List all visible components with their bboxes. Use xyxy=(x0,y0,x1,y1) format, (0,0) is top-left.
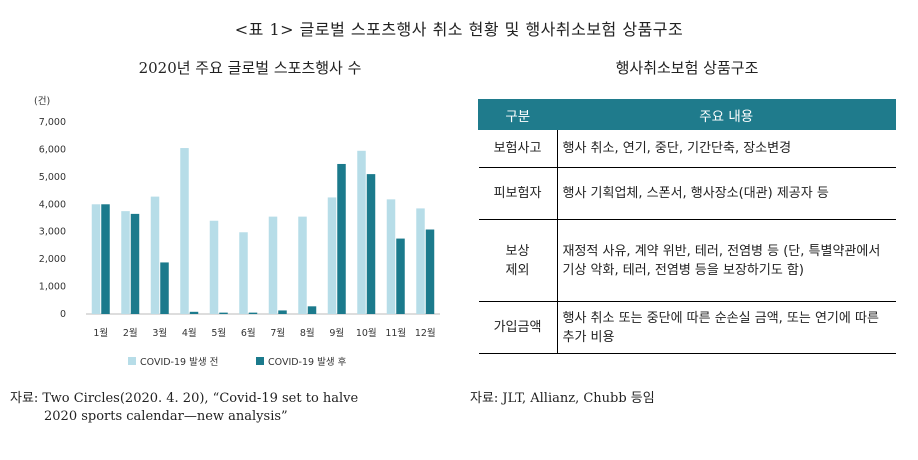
legend-label: COVID-19 발생 후 xyxy=(268,357,347,368)
row-label: 피보험자 xyxy=(478,167,558,220)
chart-source: 자료: Two Circles(2020. 4. 20), “Covid-19 … xyxy=(10,390,470,426)
x-tick-label: 4월 xyxy=(182,327,197,339)
y-tick-label: 5,000 xyxy=(39,172,66,183)
bar-after xyxy=(366,174,376,314)
chart-source-line1: 자료: Two Circles(2020. 4. 20), “Covid-19 … xyxy=(10,391,359,406)
table-row: 가입금액 행사 취소 또는 중단에 따른 순손실 금액, 또는 연기에 따른 추… xyxy=(478,301,896,354)
bar-after xyxy=(130,213,140,314)
product-structure-table: 구분 주요 내용 보험사고 행사 취소, 연기, 중단, 기간단축, 장소변경 … xyxy=(478,99,896,354)
bar-after xyxy=(160,262,169,314)
chart-source-line2: 2020 sports calendar—new analysis” xyxy=(44,409,288,424)
bar-after xyxy=(189,311,199,314)
y-tick-label: 0 xyxy=(60,309,66,320)
x-tick-label: 12월 xyxy=(415,327,436,339)
bar-chart: (건) 0 1,000 2,000 3,000 4,000 5,000 6,000 7,000 1… xyxy=(34,96,440,368)
bar-before xyxy=(386,199,396,314)
bar-after xyxy=(307,306,317,314)
x-tick-label: 11월 xyxy=(385,327,406,339)
bar-before xyxy=(357,150,366,314)
bar-before xyxy=(91,204,101,314)
bar-after xyxy=(337,163,346,314)
page-title: <표 1> 글로벌 스포츠행사 취소 현황 및 행사취소보험 상품구조 xyxy=(234,20,684,39)
y-tick-label: 2,000 xyxy=(39,254,66,265)
x-tick-label: 6월 xyxy=(241,327,256,339)
chart-title: 2020년 주요 글로벌 스포츠행사 수 xyxy=(138,59,362,77)
x-tick-label: 2월 xyxy=(123,327,138,339)
x-tick-label: 5월 xyxy=(211,327,226,339)
legend-swatch xyxy=(128,357,136,365)
y-tick-label: 4,000 xyxy=(39,199,66,210)
table-row: 보험사고 행사 취소, 연기, 중단, 기간단축, 장소변경 xyxy=(478,129,896,168)
bar-before xyxy=(416,208,425,314)
header-category: 구분 xyxy=(478,99,558,130)
y-tick-label: 6,000 xyxy=(39,144,66,155)
bar-before xyxy=(209,220,219,314)
bar-after xyxy=(396,238,405,314)
legend-label: COVID-19 발생 전 xyxy=(140,357,218,368)
bar-before xyxy=(150,196,160,314)
y-tick-label: 1,000 xyxy=(39,282,66,293)
x-tick-label: 9월 xyxy=(329,327,344,339)
legend-swatch xyxy=(256,357,264,365)
bar-before xyxy=(298,216,307,314)
row-content: 행사 취소 또는 중단에 따른 순손실 금액, 또는 연기에 따른 추가 비용 xyxy=(557,301,896,354)
y-tick-label: 7,000 xyxy=(39,117,66,128)
row-label: 보상 제외 xyxy=(478,219,558,302)
bar-after xyxy=(248,312,258,314)
y-tick-label: 3,000 xyxy=(39,227,66,238)
x-tick-label: 7월 xyxy=(270,327,285,339)
x-tick-label: 8월 xyxy=(300,327,315,339)
bar-after xyxy=(425,229,435,314)
table-row: 피보험자 행사 기획업체, 스폰서, 행사장소(대관) 제공자 등 xyxy=(478,167,896,220)
bar-before xyxy=(327,197,337,314)
bar-before xyxy=(121,211,130,314)
table-source: 자료: JLT, Allianz, Chubb 등임 xyxy=(470,391,655,406)
table-header-row: 구분 주요 내용 xyxy=(478,99,896,130)
row-content: 행사 기획업체, 스폰서, 행사장소(대관) 제공자 등 xyxy=(557,167,896,220)
row-content: 재정적 사유, 계약 위반, 테러, 전염병 등 (단, 특별약관에서 기상 악… xyxy=(557,219,896,302)
bar-before xyxy=(239,232,248,314)
x-tick-label: 3월 xyxy=(152,327,167,339)
header-content: 주요 내용 xyxy=(556,99,896,130)
row-label: 보험사고 xyxy=(478,129,558,168)
y-unit-label: (건) xyxy=(34,96,50,107)
table-row: 보상 제외 재정적 사유, 계약 위반, 테러, 전염병 등 (단, 특별약관에… xyxy=(478,219,896,302)
table-title: 행사취소보험 상품구조 xyxy=(615,59,759,77)
x-tick-label: 1월 xyxy=(93,327,108,339)
bar-before xyxy=(268,216,278,314)
bar-after xyxy=(278,310,287,314)
bar-after xyxy=(219,312,228,314)
bar-after xyxy=(101,204,110,314)
bar-before xyxy=(180,148,189,314)
row-label: 가입금액 xyxy=(478,301,558,354)
row-content: 행사 취소, 연기, 중단, 기간단축, 장소변경 xyxy=(557,129,896,168)
x-tick-label: 10월 xyxy=(356,327,377,339)
